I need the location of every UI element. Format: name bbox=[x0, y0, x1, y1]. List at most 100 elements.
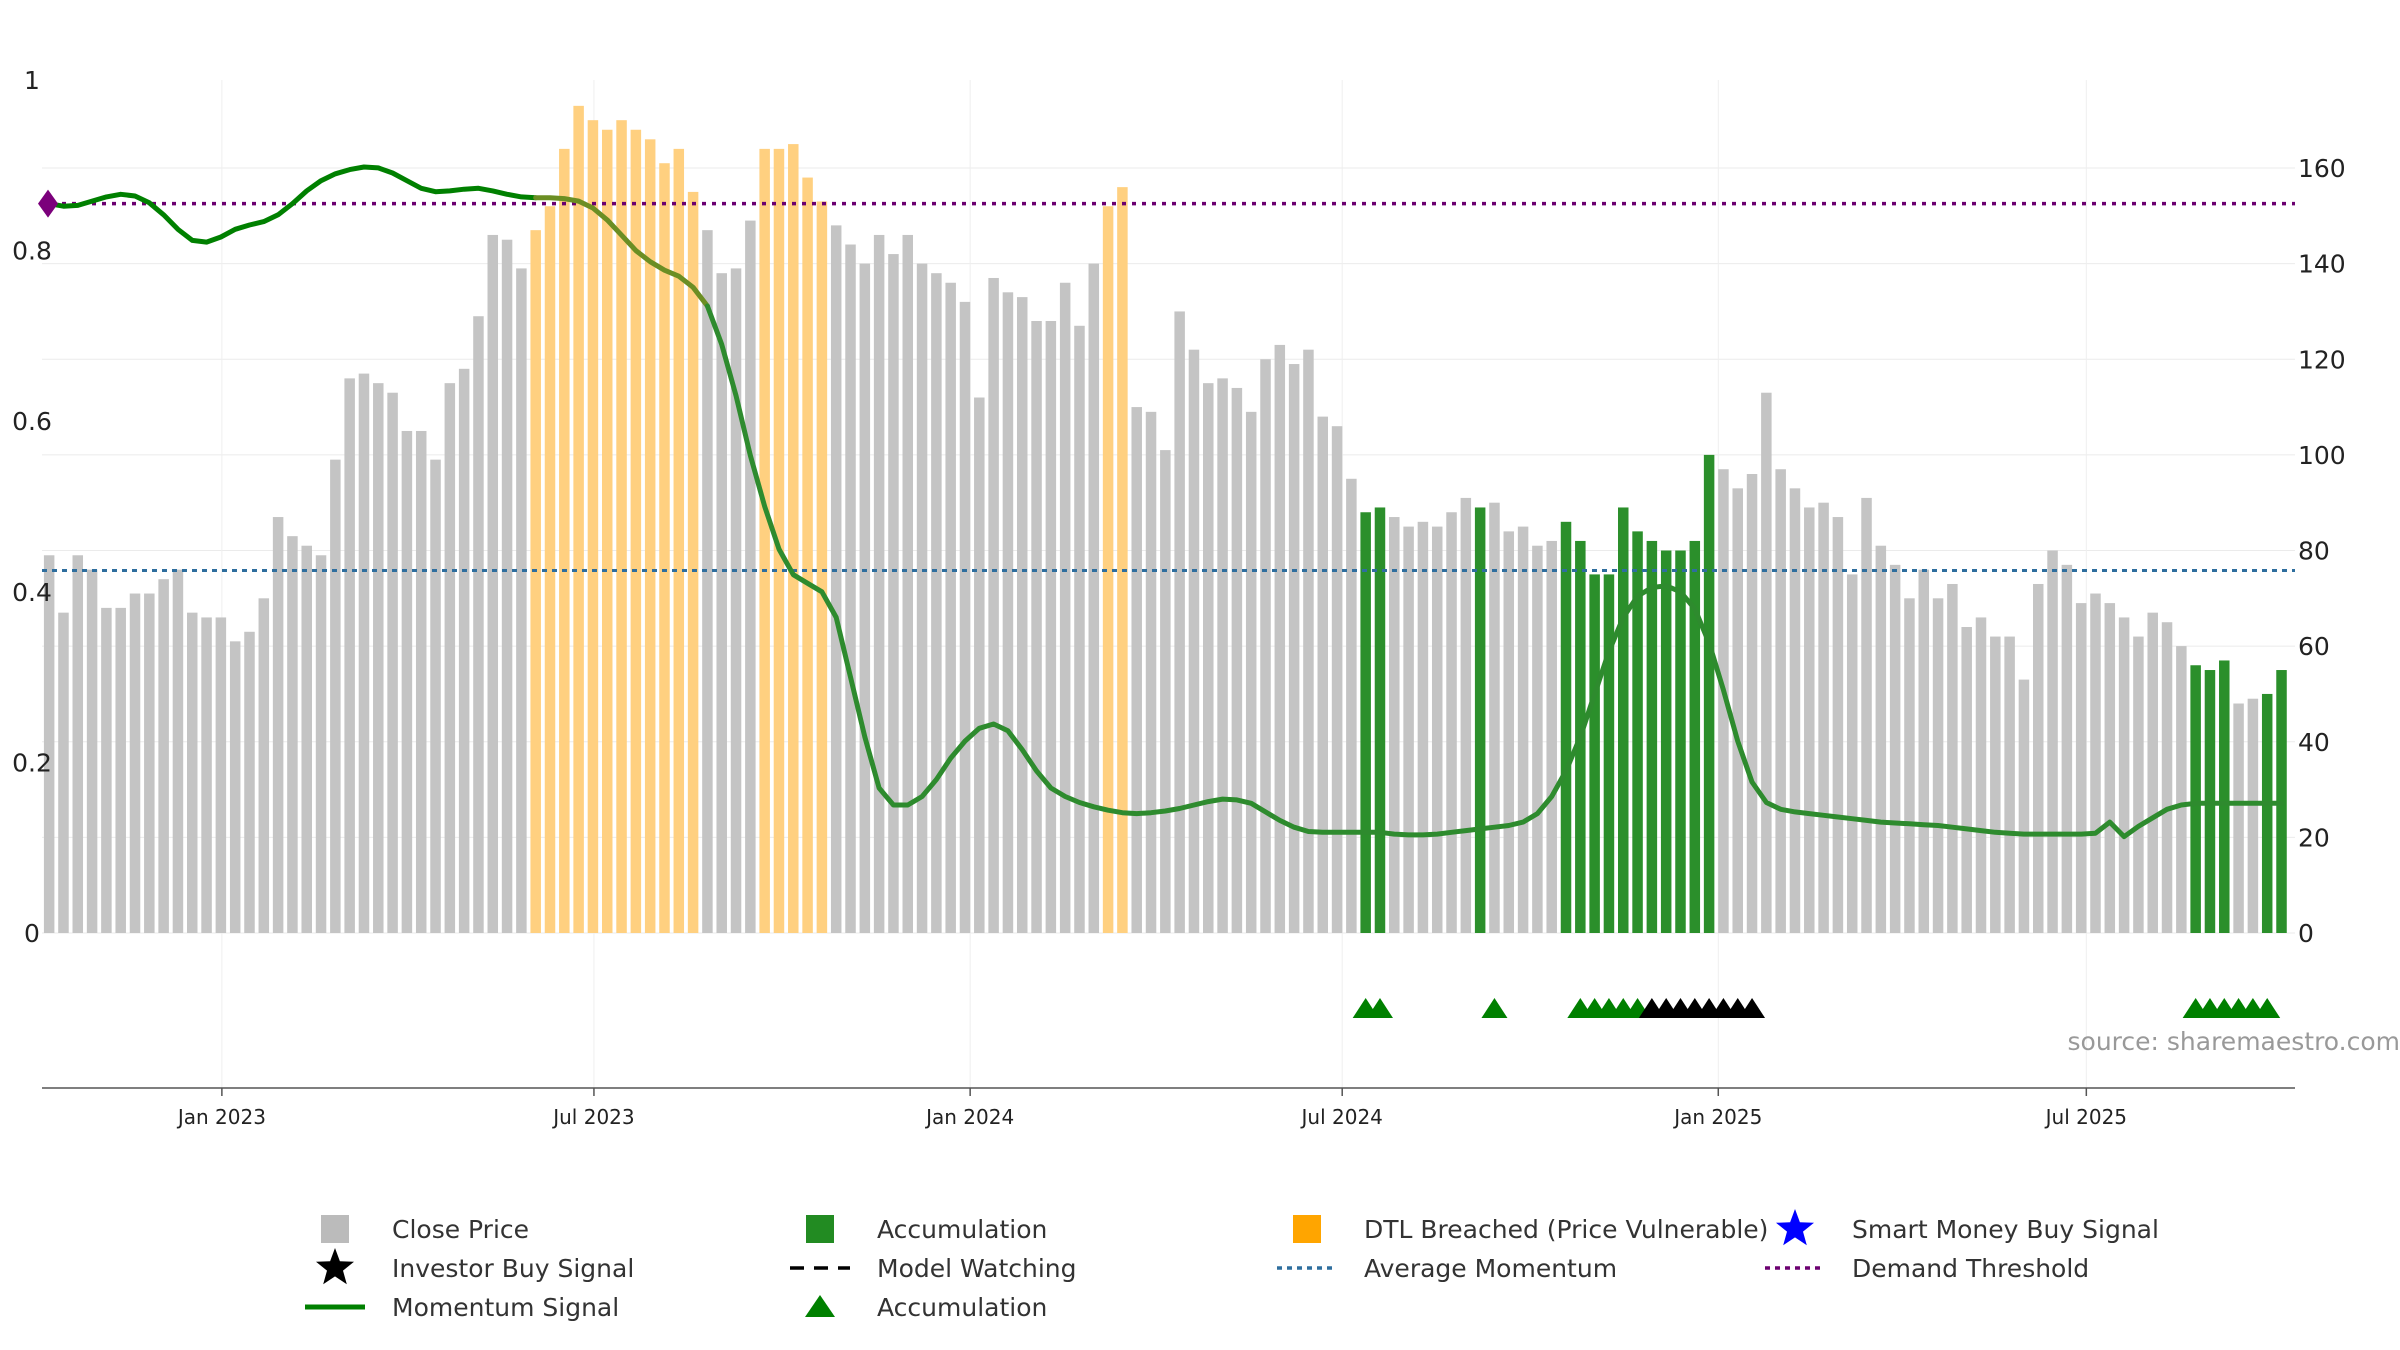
close-price-bar bbox=[1317, 416, 1328, 933]
y-right-tick-label: 80 bbox=[2298, 537, 2330, 566]
close-price-bar bbox=[1789, 488, 1801, 933]
dtl-breached-bar bbox=[1102, 206, 1114, 933]
momentum-signal-segment bbox=[533, 195, 710, 309]
close-price-bar bbox=[430, 459, 441, 933]
close-price-bar bbox=[1990, 636, 2001, 933]
dtl-breached-bar bbox=[816, 201, 828, 933]
close-price-bar bbox=[1775, 469, 1786, 933]
close-price-bar bbox=[1231, 387, 1243, 933]
close-price-bar bbox=[1718, 469, 1729, 933]
close-price-bar bbox=[315, 555, 327, 933]
close-price-bar bbox=[115, 607, 126, 933]
close-price-bar bbox=[1145, 411, 1157, 933]
accumulation-bar bbox=[1703, 454, 1715, 933]
legend-item: Close Price bbox=[321, 1215, 529, 1244]
close-price-bar bbox=[1188, 349, 1200, 933]
close-price-bar bbox=[1288, 364, 1300, 933]
legend-square-icon bbox=[321, 1215, 349, 1243]
accumulation-bar bbox=[2261, 693, 2273, 933]
close-price-bar bbox=[702, 230, 713, 933]
legend-label: Model Watching bbox=[877, 1254, 1077, 1283]
close-price-bar bbox=[2061, 564, 2073, 933]
close-price-bar bbox=[1131, 407, 1142, 933]
y-left-tick-label: 0 bbox=[24, 919, 40, 948]
accumulation-bar bbox=[2190, 665, 2201, 933]
close-price-bar bbox=[1732, 488, 1743, 933]
axes: Jan 2023 Jul 2023 Jan 2024 Jul 2024 Jan 2025… bbox=[12, 66, 2346, 1129]
close-price-bar bbox=[86, 569, 98, 933]
dtl-breached-bar bbox=[759, 148, 770, 933]
y-left-tick-label: 0.6 bbox=[12, 407, 52, 436]
close-price-bar bbox=[487, 234, 499, 933]
close-price-bar bbox=[1389, 517, 1400, 933]
close-price-bar bbox=[201, 617, 212, 933]
close-price-bar bbox=[344, 378, 355, 933]
close-price-bar bbox=[258, 598, 270, 933]
legend-label: Demand Threshold bbox=[1852, 1254, 2089, 1283]
y-left-tick-label: 0.8 bbox=[12, 237, 52, 266]
close-price-bar bbox=[172, 569, 184, 933]
close-price-bar bbox=[1489, 502, 1500, 933]
close-price-bar bbox=[401, 430, 413, 933]
dtl-breached-bar bbox=[659, 163, 670, 933]
close-price-bar bbox=[1546, 540, 1557, 933]
close-price-bar bbox=[1804, 507, 1815, 933]
accumulation-bar bbox=[1632, 531, 1643, 933]
close-price-bar bbox=[415, 430, 427, 933]
legend-square-icon bbox=[1293, 1215, 1321, 1243]
dtl-breached-bar bbox=[687, 191, 699, 933]
close-price-bar bbox=[1932, 598, 1944, 933]
close-price-bar bbox=[730, 268, 742, 933]
close-price-bar bbox=[845, 244, 856, 933]
x-tick-label: Jul 2025 bbox=[2044, 1105, 2127, 1129]
close-price-bar bbox=[287, 536, 298, 933]
close-price-bar bbox=[1274, 344, 1286, 933]
legend-item: Accumulation bbox=[805, 1293, 1047, 1322]
close-price-bar bbox=[859, 263, 871, 933]
close-price-bar bbox=[1746, 474, 1758, 933]
y-right-tick-label: 0 bbox=[2298, 919, 2314, 948]
dtl-breached-bar bbox=[673, 148, 685, 933]
y-right-tick-label: 140 bbox=[2298, 250, 2346, 279]
legend-item: Accumulation bbox=[806, 1215, 1047, 1244]
close-price-bar bbox=[1761, 392, 1772, 933]
close-price-bar bbox=[931, 273, 942, 933]
dtl-breached-bar bbox=[559, 148, 570, 933]
legend-item: Model Watching bbox=[790, 1254, 1077, 1283]
accumulation-bar bbox=[1560, 521, 1572, 933]
close-price-bar bbox=[959, 301, 971, 933]
close-price-bar bbox=[72, 555, 84, 933]
close-price-bar bbox=[2147, 612, 2158, 933]
investor-buy-marker bbox=[1739, 998, 1766, 1018]
close-price-bar bbox=[458, 368, 470, 933]
accumulation-bar bbox=[1689, 540, 1701, 933]
close-price-bar bbox=[373, 383, 384, 933]
dtl-breached-bar bbox=[773, 148, 785, 933]
close-price-bar bbox=[1002, 292, 1014, 933]
close-price-bar bbox=[1904, 598, 1915, 933]
close-price-bar bbox=[2118, 617, 2130, 933]
close-price-bar bbox=[1918, 569, 1930, 933]
close-price-bar bbox=[1861, 497, 1872, 933]
close-price-bar bbox=[58, 612, 69, 933]
dtl-breached-bar bbox=[573, 105, 584, 933]
close-price-bar bbox=[129, 593, 141, 933]
legend: Close Price Accumulation DTL Breached (Pri… bbox=[305, 1209, 2159, 1322]
close-price-bar bbox=[2104, 603, 2116, 933]
accumulation-bar bbox=[1360, 512, 1371, 933]
accumulation-bar bbox=[1589, 574, 1600, 933]
close-price-bar bbox=[473, 316, 484, 933]
accumulation-bar bbox=[1474, 507, 1486, 933]
close-price-bar bbox=[444, 383, 456, 933]
close-price-bar bbox=[2018, 679, 2030, 933]
legend-star-icon bbox=[316, 1248, 354, 1285]
legend-label: Accumulation bbox=[877, 1215, 1047, 1244]
close-price-bar bbox=[144, 593, 155, 933]
legend-star-icon bbox=[1776, 1209, 1814, 1246]
close-price-bar bbox=[716, 273, 727, 933]
close-price-bar bbox=[1045, 321, 1057, 933]
close-price-bar bbox=[1031, 321, 1042, 933]
close-price-bar bbox=[244, 631, 255, 933]
dtl-breached-bar bbox=[544, 206, 556, 933]
close-price-bar bbox=[1088, 263, 1100, 933]
